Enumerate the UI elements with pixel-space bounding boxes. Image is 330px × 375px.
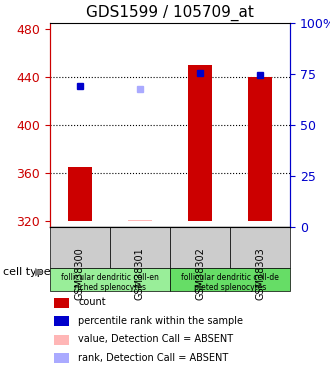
Text: GSM38300: GSM38300 xyxy=(75,248,84,300)
Bar xyxy=(188,64,212,221)
Text: count: count xyxy=(79,297,106,307)
FancyBboxPatch shape xyxy=(50,227,110,268)
Bar xyxy=(54,298,69,308)
Bar xyxy=(128,220,152,221)
Title: GDS1599 / 105709_at: GDS1599 / 105709_at xyxy=(86,5,254,21)
Bar xyxy=(68,167,92,221)
FancyBboxPatch shape xyxy=(170,268,290,291)
Text: follicular dendritic cell-en: follicular dendritic cell-en xyxy=(61,273,159,282)
Text: follicular dendritic cell-de: follicular dendritic cell-de xyxy=(181,273,279,282)
Text: percentile rank within the sample: percentile rank within the sample xyxy=(79,316,244,326)
FancyBboxPatch shape xyxy=(170,227,230,268)
Bar xyxy=(54,316,69,326)
FancyBboxPatch shape xyxy=(230,227,290,268)
Text: rank, Detection Call = ABSENT: rank, Detection Call = ABSENT xyxy=(79,352,229,363)
Text: GSM38302: GSM38302 xyxy=(195,248,205,300)
Text: cell type: cell type xyxy=(3,267,51,277)
Bar xyxy=(54,334,69,345)
Text: ▶: ▶ xyxy=(35,267,43,277)
Text: GSM38303: GSM38303 xyxy=(255,248,265,300)
Text: GSM38301: GSM38301 xyxy=(135,248,145,300)
Bar xyxy=(54,353,69,363)
Bar xyxy=(248,76,272,221)
Text: value, Detection Call = ABSENT: value, Detection Call = ABSENT xyxy=(79,334,234,344)
FancyBboxPatch shape xyxy=(110,227,170,268)
Text: pleted splenocytes: pleted splenocytes xyxy=(194,282,266,291)
Text: riched splenocytes: riched splenocytes xyxy=(74,282,146,291)
FancyBboxPatch shape xyxy=(50,268,170,291)
